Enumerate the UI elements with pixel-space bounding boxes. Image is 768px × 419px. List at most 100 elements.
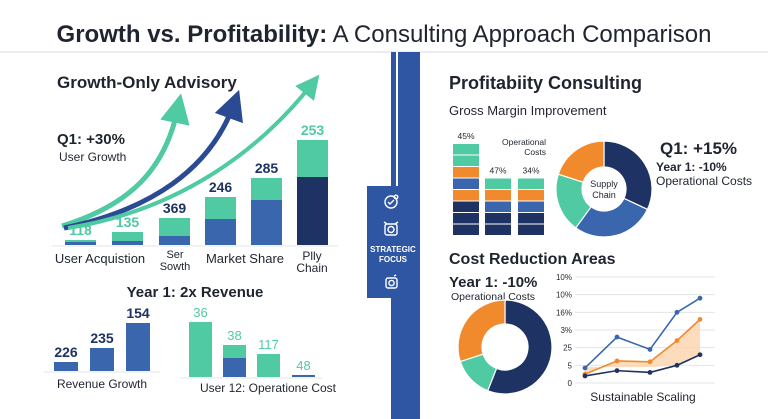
line-point [674, 362, 680, 368]
strategic-label: STRATEGIC [370, 245, 416, 254]
ops-costs-label: Operational [502, 137, 546, 147]
ops-value-label: 38 [227, 328, 241, 343]
margin-bar-segment [485, 224, 511, 235]
growth-arrow-navy [63, 89, 243, 231]
title-bold: Growth vs. Profitability: [57, 21, 328, 48]
camera-icon [385, 274, 398, 289]
revenue-value-label: 235 [90, 330, 114, 346]
q1-growth-label: User Growth [59, 150, 126, 164]
line-point [614, 358, 620, 364]
line-point [647, 370, 653, 375]
growth-bar-segment [251, 200, 282, 245]
q1-growth-value: Q1: +30% [57, 131, 125, 148]
margin-bar-segment [485, 190, 511, 201]
ops-bar-segment [223, 358, 246, 377]
page-title: Growth vs. Profitability: A Consulting A… [57, 21, 712, 48]
margin-bar-segment [453, 144, 479, 155]
ops-bar-segment [292, 375, 315, 377]
orange-area-fill [585, 319, 700, 375]
margin-bar-segment [453, 190, 479, 201]
camera-box-icon [383, 221, 399, 236]
margin-bar-segment [453, 201, 479, 212]
donut-center-label: Supply [590, 179, 618, 189]
margin-bar-segment [453, 178, 479, 189]
gross-margin-subheading: Gross Margin Improvement [449, 103, 607, 118]
margin-bar-segment [518, 201, 544, 212]
growth-category: Sowth [160, 261, 191, 273]
growth-bar-segment [251, 178, 282, 200]
q1-profit-value: Q1: +15% [660, 139, 737, 158]
y-tick-label: 0 [568, 379, 573, 388]
cost-year-label: Operational Costs [451, 291, 535, 303]
line-chart-title: Sustainable Scaling [590, 390, 695, 404]
margin-bar-segment [518, 224, 544, 235]
margin-bar-segment [453, 167, 479, 178]
title-rest: A Consulting Approach Comparison [327, 21, 711, 48]
growth-bar-segment [159, 236, 190, 245]
cost-year-value: Year 1: -10% [449, 274, 537, 291]
line-point [697, 352, 703, 358]
ops-value-label: 36 [193, 305, 207, 320]
ops-bar-segment [223, 345, 246, 358]
y-tick-label: 16% [556, 308, 572, 317]
growth-heading: Growth-Only Advisory [57, 73, 237, 92]
donut-center-label: Chain [592, 190, 616, 200]
ops-costs-label: Costs [524, 147, 546, 157]
margin-bar-segment [518, 213, 544, 224]
growth-bar-segment [112, 241, 143, 245]
growth-bar-segment [297, 177, 328, 245]
growth-bar-segment [159, 218, 190, 236]
profitability-heading: Profitabiity Consulting [449, 73, 642, 93]
revenue-value-label: 154 [126, 305, 150, 321]
donut-slice [486, 299, 553, 395]
line-point [647, 347, 653, 352]
margin-value-label: 45% [457, 131, 474, 141]
margin-value-label: 34% [522, 166, 539, 176]
operation-cost-label: User 12: Operatione Cost [200, 381, 337, 395]
target-check-icon [384, 194, 399, 209]
revenue-bar [54, 362, 78, 371]
ops-bar-segment [189, 322, 212, 377]
year-profit-label: Operational Costs [656, 174, 752, 188]
growth-category: User Acquistion [55, 251, 145, 266]
line-point [697, 295, 703, 301]
growth-value-label: 118 [69, 222, 92, 238]
revenue-value-label: 226 [54, 344, 78, 360]
line-point [674, 338, 680, 343]
growth-bar-segment [205, 219, 236, 245]
y-tick-label: 5 [568, 361, 573, 370]
growth-value-label: 369 [163, 200, 187, 216]
focus-label: FOCUS [379, 255, 408, 264]
margin-bar-segment [518, 190, 544, 201]
growth-bar-segment [65, 242, 96, 245]
y-tick-label: 25 [563, 344, 572, 353]
y-tick-label: 10% [556, 291, 572, 300]
line-point [674, 309, 680, 315]
line-point [614, 368, 620, 374]
donut-slice [574, 197, 649, 238]
growth-category: Ser [166, 249, 183, 261]
growth-arrows [61, 74, 320, 231]
growth-category: Market Share [206, 251, 284, 266]
line-point [647, 359, 653, 365]
revenue-bar [90, 348, 114, 371]
growth-value-label: 253 [301, 122, 325, 138]
cost-reduction-heading: Cost Reduction Areas [449, 251, 616, 268]
margin-bar-segment [485, 178, 511, 189]
margin-bar-segment [518, 178, 544, 189]
line-point [582, 373, 588, 379]
donut-slice [603, 140, 653, 211]
margin-value-label: 47% [489, 166, 506, 176]
growth-arrow-teal [61, 93, 190, 229]
growth-bar-segment [112, 232, 143, 241]
margin-bar-segment [453, 155, 479, 166]
growth-bar-segment [205, 197, 236, 219]
revenue-bar [126, 323, 150, 371]
growth-category: Chain [296, 261, 327, 275]
margin-bar-segment [485, 201, 511, 212]
margin-bar-segment [485, 213, 511, 224]
line-point [697, 317, 703, 322]
ops-bar-segment [257, 354, 280, 377]
growth-bar-segment [297, 140, 328, 177]
margin-bar-segment [453, 224, 479, 235]
